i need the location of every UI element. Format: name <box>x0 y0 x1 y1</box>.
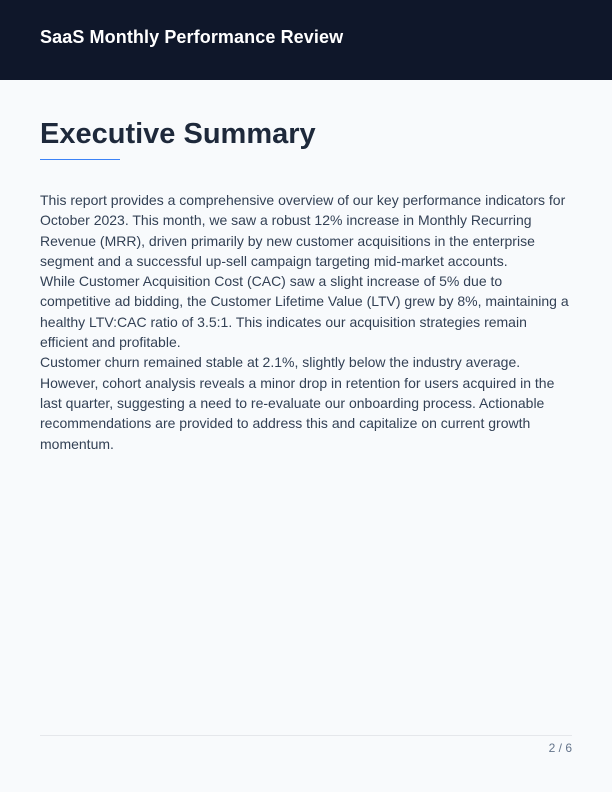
title-underline <box>40 159 120 160</box>
paragraph: Customer churn remained stable at 2.1%, … <box>40 354 555 452</box>
page-number: 2 / 6 <box>548 741 572 755</box>
document-header: SaaS Monthly Performance Review <box>0 0 612 80</box>
footer-divider <box>40 735 572 736</box>
section-body: This report provides a comprehensive ove… <box>40 190 572 454</box>
paragraph: This report provides a comprehensive ove… <box>40 192 566 269</box>
paragraph: While Customer Acquisition Cost (CAC) sa… <box>40 273 569 351</box>
section-title: Executive Summary <box>40 118 316 150</box>
document-title: SaaS Monthly Performance Review <box>40 27 344 47</box>
